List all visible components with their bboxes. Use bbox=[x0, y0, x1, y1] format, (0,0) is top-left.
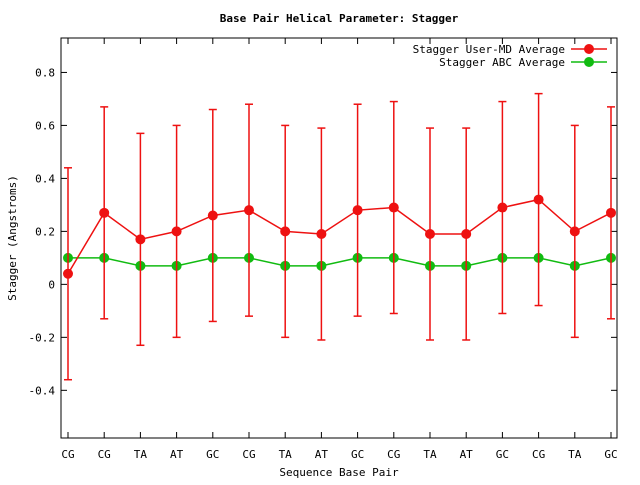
x-tick-label: GC bbox=[206, 448, 219, 461]
x-tick-label: AT bbox=[460, 448, 474, 461]
legend-label: Stagger User-MD Average bbox=[413, 43, 565, 56]
data-point bbox=[244, 205, 254, 216]
y-axis-label: Stagger (Angstroms) bbox=[6, 175, 19, 301]
data-point bbox=[388, 202, 399, 213]
data-point bbox=[135, 234, 146, 245]
x-tick-label: CG bbox=[242, 448, 255, 461]
x-tick-label: AT bbox=[315, 448, 329, 461]
y-tick-label: 0 bbox=[48, 278, 55, 291]
series-line bbox=[68, 257, 612, 267]
data-point bbox=[99, 207, 110, 218]
legend-label: Stagger ABC Average bbox=[439, 56, 565, 69]
x-tick-label: AT bbox=[170, 448, 184, 461]
x-axis: CG CG TA AT GC CG TA AT GC CG TA AT GC CG TA GC bbox=[61, 38, 618, 461]
series-0 bbox=[63, 92, 616, 381]
x-tick-label: TA bbox=[423, 448, 437, 461]
x-tick-label: GC bbox=[604, 448, 617, 461]
y-tick-label: 0.8 bbox=[35, 66, 55, 79]
y-tick-label: 0.4 bbox=[35, 172, 55, 185]
x-tick-label: TA bbox=[279, 448, 293, 461]
data-point bbox=[606, 207, 616, 218]
y-tick-label: 0.6 bbox=[35, 119, 55, 132]
x-axis-label: Sequence Base Pair bbox=[279, 466, 399, 479]
data-point bbox=[461, 229, 472, 240]
legend-marker bbox=[584, 44, 594, 54]
x-tick-label: CG bbox=[61, 448, 74, 461]
data-point bbox=[352, 205, 363, 216]
x-tick-label: CG bbox=[98, 448, 111, 461]
y-tick-label: -0.2 bbox=[29, 331, 56, 344]
data-point bbox=[425, 229, 435, 240]
y-axis: -0.4 -0.2 0 0.2 0.4 0.6 0.8 bbox=[29, 66, 617, 397]
data-point bbox=[569, 226, 580, 237]
series-layer bbox=[63, 92, 616, 381]
x-tick-label: GC bbox=[351, 448, 364, 461]
x-tick-label: CG bbox=[532, 448, 545, 461]
data-point bbox=[63, 268, 73, 279]
x-tick-label: TA bbox=[134, 448, 148, 461]
data-point bbox=[280, 226, 291, 237]
chart-title: Base Pair Helical Parameter: Stagger bbox=[220, 12, 459, 25]
plot-frame bbox=[60, 37, 618, 439]
series-line bbox=[67, 198, 612, 275]
x-tick-label: TA bbox=[568, 448, 582, 461]
data-point bbox=[171, 226, 182, 237]
data-point bbox=[497, 202, 508, 213]
legend-marker bbox=[584, 57, 594, 67]
data-point bbox=[316, 229, 327, 240]
x-tick-label: CG bbox=[387, 448, 400, 461]
data-point bbox=[533, 194, 544, 205]
x-tick-label: GC bbox=[496, 448, 509, 461]
y-tick-label: -0.4 bbox=[29, 384, 56, 397]
y-tick-label: 0.2 bbox=[35, 225, 55, 238]
data-point bbox=[207, 210, 218, 221]
series-1 bbox=[63, 252, 616, 271]
